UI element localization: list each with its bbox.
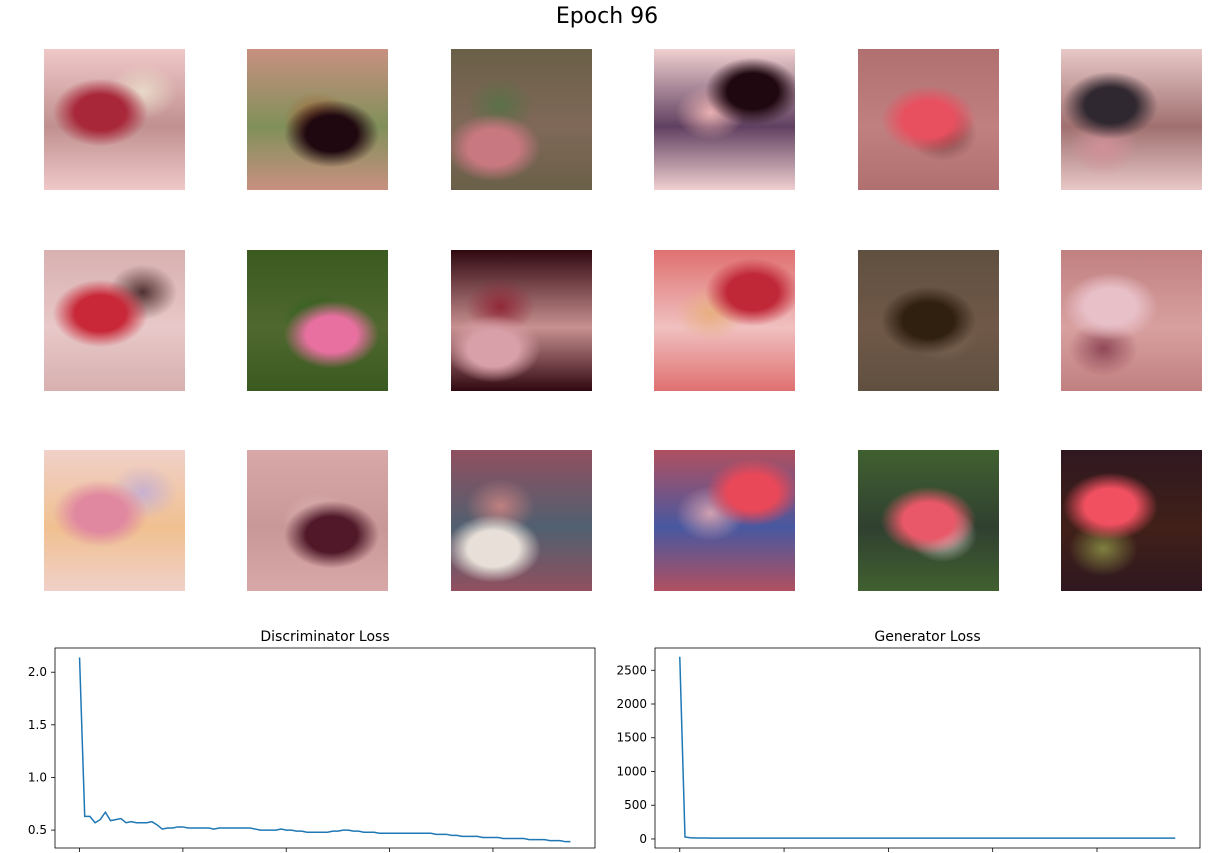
- generated-sample-image: [247, 250, 388, 391]
- y-tick-label: 2000: [616, 697, 647, 711]
- y-tick-label: 1500: [616, 731, 647, 745]
- generated-sample-image: [1061, 49, 1202, 190]
- chart-title: Generator Loss: [874, 629, 980, 645]
- generated-sample-image: [858, 450, 999, 591]
- generated-sample-image: [654, 450, 795, 591]
- generated-sample-image: [654, 49, 795, 190]
- y-tick-label: 2.0: [28, 665, 47, 679]
- y-tick-label: 1.5: [28, 718, 47, 732]
- generated-sample-image: [654, 250, 795, 391]
- generated-sample-image: [247, 49, 388, 190]
- y-tick-label: 2500: [616, 663, 647, 677]
- y-tick-label: 1.0: [28, 770, 47, 784]
- figure-title: Epoch 96: [555, 4, 659, 29]
- generated-sample-image: [44, 250, 185, 391]
- generated-sample-image: [858, 250, 999, 391]
- series-line: [679, 656, 1176, 839]
- generator-loss-chart: Generator Loss02040608005001000150020002…: [616, 629, 1201, 852]
- y-tick-label: 500: [624, 798, 647, 812]
- generated-sample-image: [1061, 450, 1202, 591]
- generated-sample-image: [44, 450, 185, 591]
- y-tick-label: 0.5: [28, 823, 47, 837]
- generated-sample-image: [451, 49, 592, 190]
- generated-sample-image: [451, 250, 592, 391]
- y-tick-label: 0: [639, 832, 647, 846]
- y-tick-label: 1000: [616, 764, 647, 778]
- chart-title: Discriminator Loss: [260, 629, 389, 645]
- plot-frame: [654, 647, 1201, 849]
- generated-sample-image: [451, 450, 592, 591]
- plot-frame: [54, 647, 596, 849]
- discriminator-loss-chart: Discriminator Loss0204060800.51.01.52.0: [28, 629, 596, 852]
- generated-sample-image: [44, 49, 185, 190]
- generated-sample-image: [1061, 250, 1202, 391]
- generated-sample-image: [247, 450, 388, 591]
- generated-sample-image: [858, 49, 999, 190]
- series-line: [78, 657, 571, 843]
